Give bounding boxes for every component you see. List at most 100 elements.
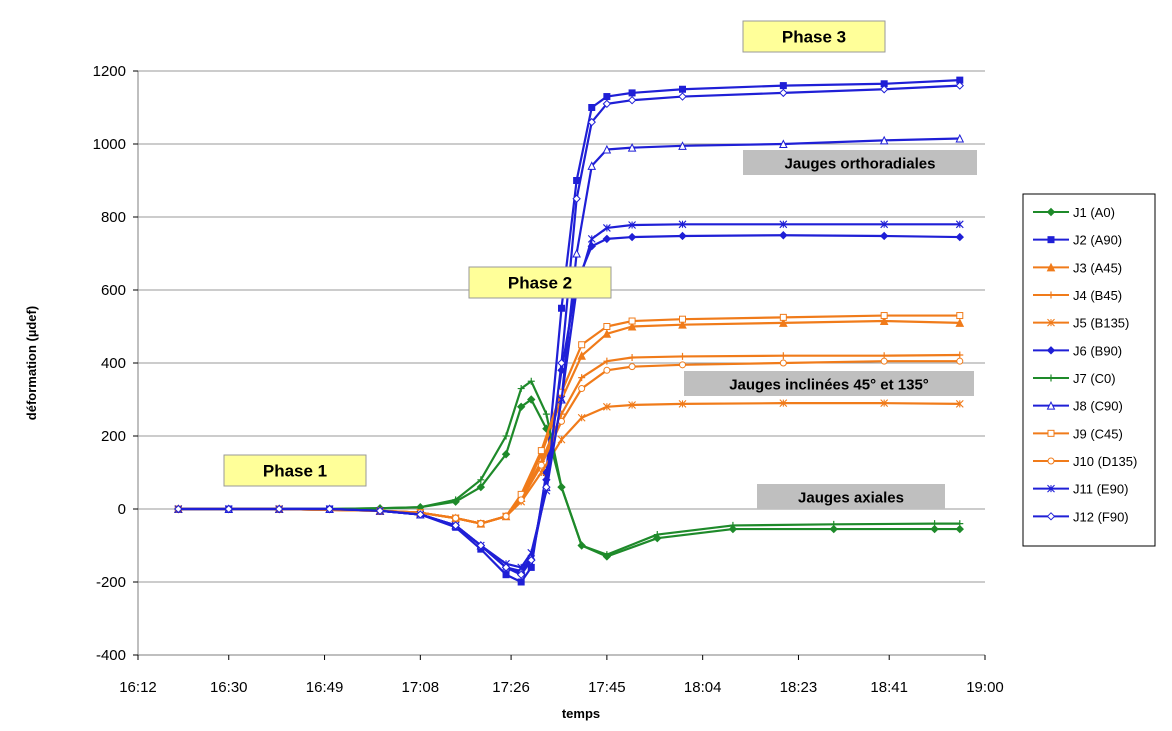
data-point: [603, 551, 611, 559]
data-point: [602, 234, 612, 244]
x-axis-ticks: 16:12 16:30 16:49 17:08 17:26 17:45 18:04 18:23…: [119, 655, 1004, 696]
annotations: Phase 1 Phase 2 Phase 3 Jauges orthoradiale…: [223, 20, 977, 509]
data-point: [477, 476, 485, 484]
legend-label: J3 (A45): [1073, 260, 1122, 275]
x-tick-label: 17:08: [402, 679, 440, 696]
phase-1: Phase 1: [223, 454, 367, 487]
y-tick-label: 0: [118, 501, 126, 518]
y-tick-label: 800: [101, 209, 126, 226]
group-orthoradiales-label: Jauges orthoradiales: [785, 156, 936, 173]
data-point: [476, 482, 486, 492]
x-tick-label: 16:30: [210, 679, 248, 696]
data-point: [653, 531, 661, 539]
data-point: [375, 506, 385, 516]
legend-label: J12 (F90): [1073, 509, 1129, 524]
data-point: [572, 194, 581, 203]
data-point: [1046, 512, 1056, 521]
data-point: [325, 504, 334, 514]
data-point: [879, 85, 889, 94]
data-point: [577, 413, 586, 422]
legend-label: J9 (C45): [1073, 426, 1123, 441]
data-point: [955, 81, 964, 90]
data-point: [955, 318, 965, 327]
legend-item: J4 (B45): [1033, 288, 1122, 303]
data-point: [578, 542, 586, 549]
legend-label: J2 (A90): [1073, 233, 1122, 248]
legend-item: J6 (B90): [1033, 343, 1122, 358]
data-point: [880, 220, 889, 229]
data-point: [1047, 457, 1055, 465]
data-point: [1047, 318, 1055, 327]
data-point: [628, 354, 636, 362]
data-point: [572, 248, 581, 258]
data-point: [678, 92, 687, 101]
data-point: [602, 224, 611, 232]
data-point: [557, 395, 566, 404]
data-point: [653, 533, 662, 543]
data-point: [516, 570, 526, 579]
data-point: [588, 104, 596, 111]
x-tick-label: 16:12: [119, 679, 157, 696]
data-point: [678, 141, 687, 150]
phase-2-box: [468, 266, 612, 299]
data-point: [678, 220, 687, 229]
y-tick-label: -400: [96, 647, 126, 664]
data-point: [627, 95, 637, 105]
data-point: [955, 133, 965, 143]
data-point: [1047, 291, 1055, 299]
data-point: [602, 144, 612, 154]
data-point: [587, 235, 596, 243]
data-point: [537, 447, 545, 455]
data-point: [679, 85, 686, 93]
y-tick-label: 1200: [93, 63, 126, 80]
data-point: [502, 432, 510, 440]
data-point: [578, 374, 586, 382]
data-point: [542, 410, 550, 418]
phase-3-label: Phase 3: [782, 28, 846, 47]
data-point: [527, 563, 535, 571]
data-point: [779, 352, 787, 360]
data-point: [956, 351, 964, 359]
data-point: [779, 88, 788, 98]
data-point: [603, 323, 611, 330]
legend-item: J1 (A0): [1033, 205, 1115, 220]
data-point: [728, 524, 738, 534]
data-point: [476, 541, 486, 550]
group-axiales-label: Jauges axiales: [798, 490, 904, 507]
group-orthoradiales-box: [743, 150, 977, 175]
data-point: [603, 93, 611, 101]
legend-label: J1 (A0): [1073, 205, 1115, 220]
data-point: [729, 521, 737, 529]
data-point: [1047, 374, 1055, 382]
data-point: [517, 496, 525, 504]
x-tick-label: 18:04: [684, 679, 722, 696]
data-point: [679, 352, 686, 360]
data-point: [477, 520, 485, 528]
y-tick-label: 200: [101, 428, 126, 445]
data-point: [628, 221, 636, 229]
data-point: [678, 399, 687, 408]
data-point: [931, 520, 939, 528]
data-point: [516, 402, 526, 412]
phase-2: Phase 2: [468, 266, 612, 299]
data-point: [557, 358, 566, 368]
y-axis-title: déformation (µdef): [24, 306, 39, 420]
data-point: [502, 571, 510, 579]
data-point: [956, 312, 964, 320]
data-point: [829, 524, 838, 534]
legend-label: J10 (D135): [1073, 454, 1137, 469]
data-point: [602, 402, 611, 411]
y-axis-ticks: -400 -200 0 200 400 600 800 1000 1200: [93, 63, 138, 664]
legend-label: J8 (C90): [1073, 399, 1123, 414]
legend-item: J2 (A90): [1033, 233, 1122, 248]
data-point: [1046, 346, 1056, 355]
x-tick-label: 19:00: [966, 679, 1004, 696]
legend-item: J10 (D135): [1033, 454, 1137, 469]
data-point: [542, 482, 551, 492]
legend: J1 (A0) J2 (A90) J3 (A45) J4 (B45) J5 (B135)…: [1022, 193, 1156, 547]
data-point: [558, 483, 565, 491]
data-point: [830, 520, 838, 528]
legend-item: J7 (C0): [1033, 371, 1116, 386]
data-point: [880, 312, 888, 320]
